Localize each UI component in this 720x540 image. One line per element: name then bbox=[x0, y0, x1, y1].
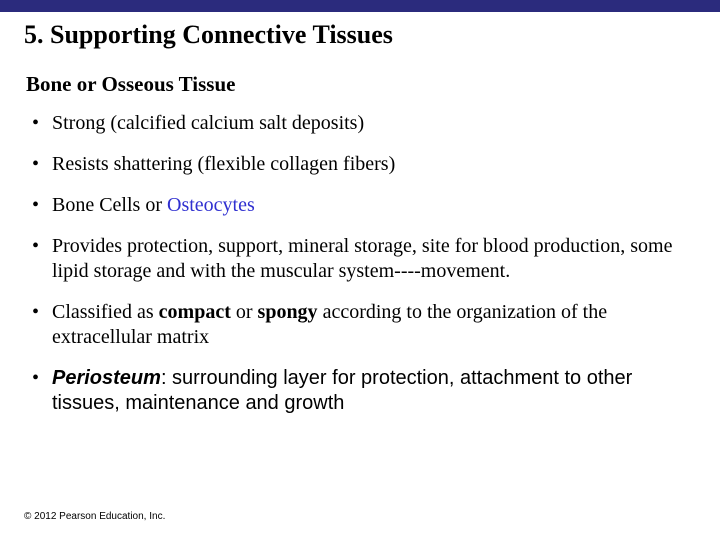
list-item: Classified as compact or spongy accordin… bbox=[30, 300, 696, 350]
list-item: Resists shattering (flexible collagen fi… bbox=[30, 152, 696, 177]
list-item: Strong (calcified calcium salt deposits) bbox=[30, 111, 696, 136]
slide-title: 5. Supporting Connective Tissues bbox=[24, 20, 696, 50]
bullet-text: Classified as bbox=[52, 301, 159, 323]
list-item: Periosteum: surrounding layer for protec… bbox=[30, 366, 696, 416]
bold-term: compact bbox=[159, 301, 231, 323]
list-item: Provides protection, support, mineral st… bbox=[30, 234, 696, 284]
bullet-text: Bone Cells or bbox=[52, 194, 167, 216]
slide-content: 5. Supporting Connective Tissues Bone or… bbox=[0, 12, 720, 416]
top-bar bbox=[0, 0, 720, 12]
bullet-text: or bbox=[231, 301, 258, 323]
slide-subtitle: Bone or Osseous Tissue bbox=[26, 72, 696, 97]
bullet-list: Strong (calcified calcium salt deposits)… bbox=[24, 111, 696, 416]
list-item: Bone Cells or Osteocytes bbox=[30, 193, 696, 218]
italic-term: Periosteum bbox=[52, 367, 161, 389]
highlight-term: Osteocytes bbox=[167, 194, 255, 216]
copyright-text: © 2012 Pearson Education, Inc. bbox=[24, 511, 165, 522]
bold-term: spongy bbox=[258, 301, 318, 323]
